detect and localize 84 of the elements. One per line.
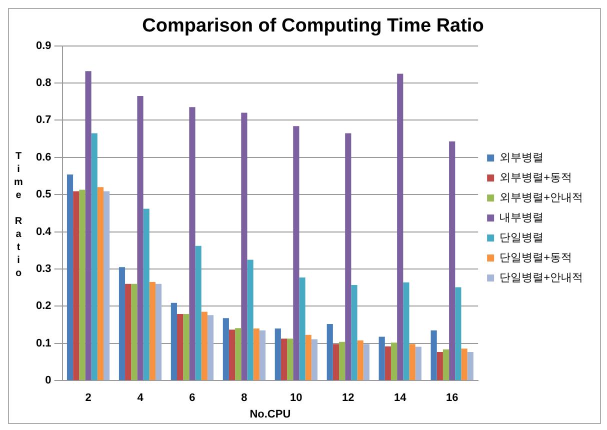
legend-label: 단일병렬+안내적 [500, 272, 584, 284]
bar [397, 74, 404, 380]
bar [351, 284, 358, 380]
bar [280, 338, 288, 380]
chart-title: Comparison of Computing Time Ratio [142, 16, 484, 37]
bar [274, 328, 281, 380]
bar [73, 191, 80, 380]
bar [299, 278, 306, 380]
x-tick-label: 10 [290, 392, 302, 404]
bar [125, 284, 132, 380]
bar [378, 336, 385, 380]
bar [177, 314, 184, 380]
bar [332, 344, 340, 380]
y-tick-label: 0.7 [36, 114, 52, 126]
x-tick-label: 6 [189, 392, 196, 404]
bar [293, 126, 300, 380]
y-axis-title: Time Ratio [13, 151, 25, 281]
x-tick-label: 2 [85, 392, 92, 404]
bar [207, 315, 214, 380]
legend-label: 외부병렬+동적 [500, 172, 572, 184]
x-axis-title: No.CPU [250, 408, 291, 420]
legend-label: 단일병렬 [500, 232, 544, 244]
bar [118, 267, 126, 380]
bar [149, 282, 156, 380]
y-tick-label: 0.9 [36, 40, 52, 52]
bar [222, 318, 229, 380]
bar [131, 284, 138, 380]
bar [228, 330, 236, 380]
bar [79, 190, 86, 380]
bar [467, 352, 474, 380]
bar [183, 314, 190, 380]
bar [201, 312, 208, 380]
bar [287, 338, 294, 380]
bar [66, 174, 74, 380]
y-tick-label: 0.2 [36, 300, 52, 312]
y-tick-label: 0.8 [36, 77, 52, 90]
bar [259, 330, 266, 380]
bar [461, 348, 468, 380]
bar [436, 352, 443, 380]
bar [155, 284, 162, 380]
bar [143, 208, 150, 380]
x-tick-label: 12 [342, 392, 354, 404]
legend-label: 외부병렬 [500, 152, 544, 164]
bar [384, 346, 391, 380]
bar [345, 133, 352, 380]
bar [85, 71, 92, 380]
bar [91, 133, 98, 380]
bar [305, 334, 312, 380]
y-tick-label: 0.1 [36, 337, 52, 350]
bar [403, 282, 410, 380]
y-tick-label: 0.5 [36, 188, 52, 201]
bar [241, 112, 248, 380]
bar [195, 246, 202, 380]
y-tick-label: 0.4 [36, 226, 52, 238]
bar [235, 328, 242, 380]
bar [430, 330, 437, 380]
legend-label: 단일병렬+동적 [500, 252, 572, 264]
bar [339, 342, 346, 380]
y-tick-label: 0.3 [36, 263, 52, 276]
bar [390, 342, 398, 380]
bar [311, 339, 318, 380]
bar [97, 187, 104, 380]
bar [253, 328, 260, 380]
legend-label: 내부병렬 [500, 212, 544, 224]
bar [455, 287, 462, 380]
bar [189, 107, 196, 380]
x-tick-label: 8 [241, 392, 248, 404]
bar [409, 344, 416, 380]
legend-label: 외부병렬+안내적 [500, 192, 584, 204]
bar [449, 141, 456, 380]
bar [415, 346, 422, 380]
bar [442, 349, 450, 380]
bar [363, 344, 370, 380]
x-tick-label: 14 [394, 392, 408, 404]
bar [247, 260, 254, 380]
x-tick-label: 4 [137, 392, 144, 404]
y-tick-label: 0 [45, 374, 52, 387]
bar [137, 96, 144, 380]
bar [104, 191, 110, 380]
y-tick-label: 0.6 [36, 151, 52, 164]
bar [357, 340, 364, 380]
x-tick-label: 16 [446, 392, 458, 404]
bar [326, 324, 333, 380]
bar [170, 302, 178, 380]
